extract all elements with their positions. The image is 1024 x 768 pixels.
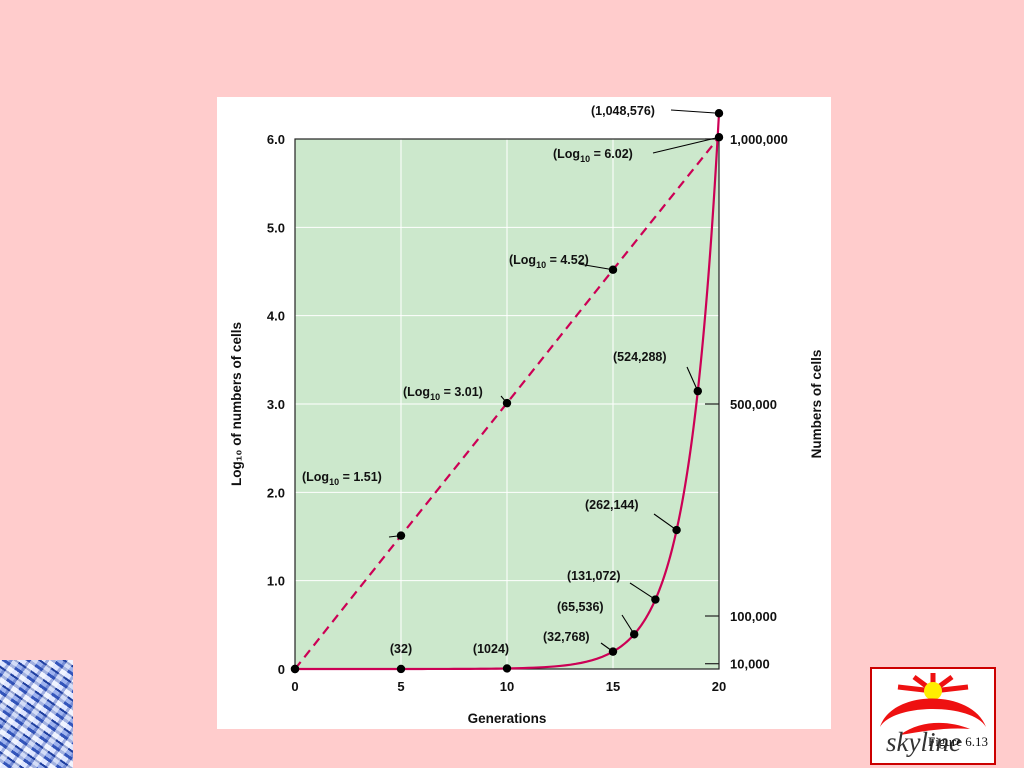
x-tick-label: 5 [397, 679, 404, 694]
skyline-logo: skyline [870, 667, 996, 765]
y-tick-label: 4.0 [267, 309, 285, 324]
y-tick-label: 0 [278, 662, 285, 677]
log-leader-line [388, 535, 402, 538]
cell-data-point [502, 664, 512, 673]
cell-data-label: (131,072) [567, 569, 621, 583]
log-data-point [396, 531, 406, 540]
bacteria-thumbnail-image [0, 660, 73, 768]
cell-data-label: (1,048,576) [591, 104, 655, 118]
x-tick-label: 20 [712, 679, 726, 694]
cell-leader-line [686, 366, 699, 392]
y-tick-label: 6.0 [267, 132, 285, 147]
cell-leader-line [600, 642, 614, 653]
figure-panel: 0 1.0 2.0 3.0 4.0 5.0 6.0 0 5 10 15 20 10,000 100,000… [217, 97, 831, 729]
cell-data-label: (32,768) [543, 630, 590, 644]
y-tick-label: 2.0 [267, 485, 285, 500]
cell-leader-line [621, 614, 635, 635]
y2-tick-label: 10,000 [730, 657, 770, 672]
y-tick-label: 5.0 [267, 220, 285, 235]
sunburst-logo-icon [880, 673, 986, 735]
chart: 0 1.0 2.0 3.0 4.0 5.0 6.0 0 5 10 15 20 10,000 100,000… [229, 104, 824, 726]
log-leader-line [500, 395, 508, 404]
cell-data-label: (262,144) [585, 498, 639, 512]
log-data-label: (Log10 = 3.01) [403, 385, 483, 402]
log-data-label: (Log10 = 1.51) [302, 470, 382, 487]
logo-wordmark: skyline [886, 727, 961, 757]
cell-data-label: (524,288) [613, 350, 667, 364]
cell-leader-line [629, 582, 656, 600]
cell-data-label: (1024) [473, 642, 509, 656]
x-tick-label: 15 [606, 679, 620, 694]
y2-tick-label: 500,000 [730, 397, 777, 412]
y-axis-title: Log₁₀ of numbers of cells [229, 322, 244, 486]
y-tick-label: 1.0 [267, 574, 285, 589]
x-tick-label: 10 [500, 679, 514, 694]
y2-tick-label: 100,000 [730, 609, 777, 624]
cell-leader-line [653, 513, 677, 531]
log-leader-line [578, 263, 614, 271]
y-tick-label: 3.0 [267, 397, 285, 412]
log-series-line [294, 136, 720, 670]
log-data-label: (Log10 = 4.52) [509, 253, 589, 270]
cell-leader-line [670, 109, 720, 114]
log-data-label: (Log10 = 6.02) [553, 147, 633, 164]
cell-data-point [396, 664, 406, 674]
x-tick-label: 0 [291, 679, 298, 694]
cell-data-point [290, 664, 300, 674]
y2-tick-label: 1,000,000 [730, 132, 788, 147]
y2-axis-title: Numbers of cells [809, 350, 824, 459]
x-axis-title: Generations [468, 711, 547, 726]
log-leader-line [652, 136, 720, 154]
cell-data-label: (32) [390, 642, 412, 656]
cell-data-label: (65,536) [557, 600, 604, 614]
figure-caption: Figure 6.13 [928, 734, 988, 749]
